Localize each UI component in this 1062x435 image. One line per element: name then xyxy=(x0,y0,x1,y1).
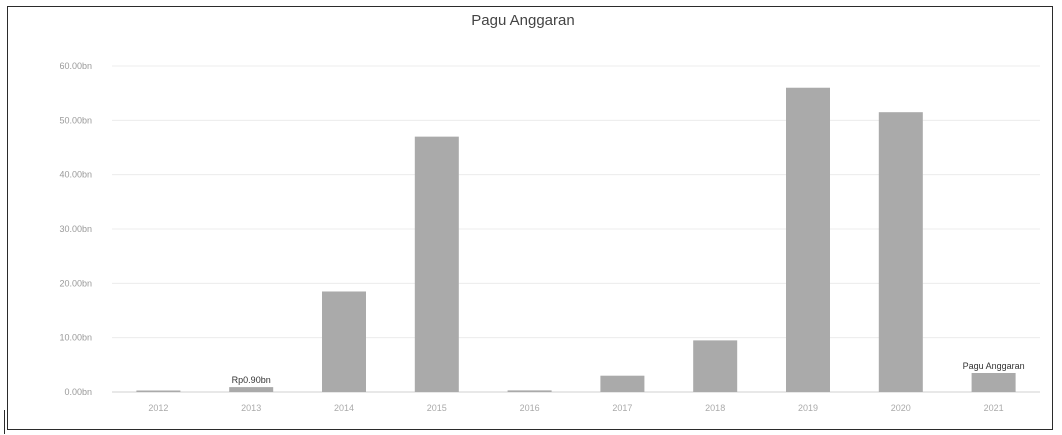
bar xyxy=(786,87,830,392)
frame-bottom-tick xyxy=(4,410,5,434)
data-label: Rp0.90bn xyxy=(232,375,271,385)
x-tick-label: 2019 xyxy=(798,403,818,413)
bar xyxy=(136,390,181,392)
x-tick-label: 2012 xyxy=(148,403,168,413)
bar xyxy=(414,136,459,392)
bar xyxy=(693,340,738,392)
chart-frame xyxy=(7,6,1053,430)
x-tick-label: 2013 xyxy=(241,403,261,413)
x-tick-label: 2018 xyxy=(705,403,725,413)
chart-title: Pagu Anggaran xyxy=(471,12,575,29)
bar xyxy=(322,291,366,392)
bar xyxy=(507,390,552,392)
x-tick-label: 2016 xyxy=(520,403,540,413)
x-tick-label: 2015 xyxy=(427,403,447,413)
x-tick-label: 2017 xyxy=(612,403,632,413)
data-label: Pagu Anggaran xyxy=(963,361,1025,371)
x-tick-label: 2014 xyxy=(334,403,354,413)
bar xyxy=(229,387,274,392)
y-tick-label: 50.00bn xyxy=(59,115,92,125)
x-tick-label: 2021 xyxy=(984,403,1004,413)
y-tick-label: 30.00bn xyxy=(59,224,92,234)
y-tick-label: 10.00bn xyxy=(59,333,92,343)
y-tick-label: 20.00bn xyxy=(59,278,92,288)
y-tick-label: 40.00bn xyxy=(59,170,92,180)
y-tick-label: 0.00bn xyxy=(64,387,92,397)
bar xyxy=(600,375,645,392)
y-tick-label: 60.00bn xyxy=(59,61,92,71)
bar xyxy=(878,112,923,392)
x-tick-label: 2020 xyxy=(891,403,911,413)
bar xyxy=(971,372,1016,392)
